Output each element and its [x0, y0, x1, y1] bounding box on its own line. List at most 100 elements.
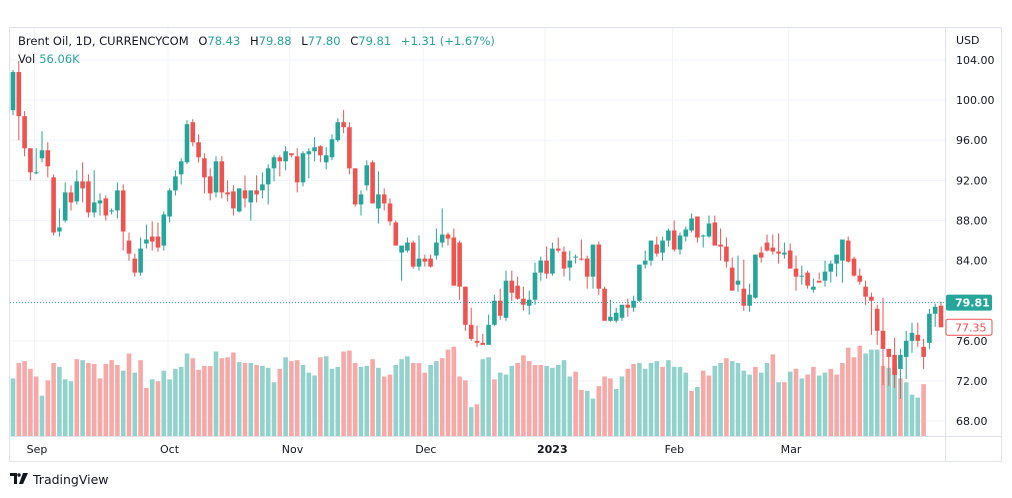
last-price-badge: 79.81: [946, 294, 992, 311]
candle: [428, 254, 433, 268]
volume-bar: [909, 394, 915, 436]
time-tick-label: Sep: [27, 443, 48, 456]
candle: [393, 220, 399, 246]
candle-body: [138, 248, 143, 273]
candle: [811, 278, 816, 293]
candle: [306, 148, 312, 179]
volume-bar: [335, 366, 341, 436]
candle: [33, 148, 39, 175]
candle: [689, 213, 694, 233]
candle-body: [178, 161, 184, 175]
candle: [381, 188, 387, 211]
close-price-label: 77.35: [955, 321, 987, 334]
volume-bar: [451, 346, 457, 436]
candle: [695, 216, 700, 243]
candle: [207, 168, 213, 201]
candle-body: [863, 286, 868, 297]
volume-bar: [399, 359, 404, 436]
candle-body: [155, 236, 161, 248]
candle-body: [399, 245, 404, 253]
tradingview-logo-icon[interactable]: [10, 472, 28, 487]
candle-body: [654, 244, 660, 254]
volume-bar: [642, 368, 648, 436]
candle: [74, 170, 80, 205]
candle-body: [474, 340, 480, 343]
candle-body: [561, 251, 567, 269]
candle-body: [393, 222, 399, 246]
candle: [869, 292, 874, 335]
volume-bar: [776, 382, 781, 436]
volume-bar: [492, 379, 497, 436]
candle-body: [608, 316, 613, 321]
volume-bar: [68, 381, 74, 436]
volume-bar: [758, 372, 764, 436]
volume-bar: [10, 378, 16, 436]
volume-bar: [828, 368, 834, 436]
candle-body: [91, 202, 97, 213]
candle: [352, 168, 358, 207]
symbol-title[interactable]: Brent Oil, 1D, CURRENCYCOM: [18, 34, 189, 48]
candles-pane: [10, 61, 944, 400]
candle: [294, 148, 300, 193]
candle: [277, 155, 283, 177]
volume-bar: [903, 382, 909, 436]
candle-body: [231, 191, 236, 209]
volume-bar: [80, 360, 85, 436]
candle: [631, 295, 636, 312]
candle: [86, 174, 91, 218]
candle-body: [445, 234, 451, 239]
candle: [68, 185, 74, 211]
candle: [845, 236, 851, 263]
volume-bar: [474, 404, 480, 436]
candle: [161, 211, 167, 251]
tradingview-brand[interactable]: TradingView: [33, 472, 109, 487]
volume-pane: [10, 345, 926, 436]
candle: [358, 190, 364, 216]
candle-body: [352, 168, 358, 205]
volume-bar: [863, 353, 868, 436]
candle-body: [695, 216, 700, 238]
volume-bar: [138, 360, 143, 436]
candle-body: [126, 240, 132, 254]
candle-body: [468, 324, 474, 339]
candle: [486, 314, 491, 345]
volume-bar: [178, 366, 184, 436]
candle: [312, 137, 317, 162]
candle: [921, 338, 926, 369]
candle: [608, 299, 613, 322]
candle-body: [283, 151, 288, 162]
candle-body: [880, 330, 886, 349]
candle: [938, 301, 944, 328]
volume-bar: [764, 363, 770, 436]
candle-body: [921, 346, 926, 357]
candle-body: [834, 254, 839, 264]
candle: [509, 270, 515, 301]
candle-body: [770, 247, 776, 252]
volume-bar: [515, 363, 520, 436]
candle-body: [248, 190, 254, 203]
candle-body: [68, 192, 74, 203]
volume-bar: [341, 351, 346, 436]
candle-body: [677, 235, 683, 250]
candle-body: [410, 242, 416, 267]
candle-body: [347, 127, 352, 169]
volume-bar: [689, 390, 694, 436]
volume-bar: [28, 368, 33, 436]
candle: [178, 158, 184, 185]
volume-bar: [845, 347, 851, 436]
volume-bar: [387, 374, 393, 436]
volume-label: Vol: [18, 52, 36, 66]
volume-bar: [358, 366, 364, 436]
candle: [370, 160, 375, 204]
close-price-badge: 77.35: [945, 318, 993, 336]
candle-body: [845, 240, 851, 262]
candle-body: [364, 165, 370, 186]
candle: [729, 257, 735, 291]
volume-bar: [219, 358, 225, 436]
candle-body: [242, 190, 248, 199]
candle: [51, 174, 56, 236]
candle-body: [811, 286, 816, 290]
candle: [903, 330, 909, 379]
candle: [242, 175, 248, 208]
